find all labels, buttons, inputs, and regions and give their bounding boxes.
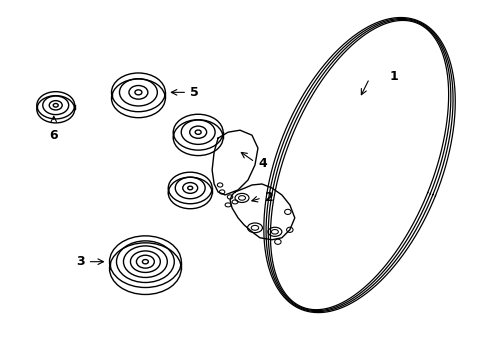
Text: 4: 4 bbox=[258, 157, 266, 170]
Text: 6: 6 bbox=[49, 129, 58, 142]
Text: 1: 1 bbox=[388, 70, 397, 83]
Text: 2: 2 bbox=[264, 192, 273, 204]
Text: 5: 5 bbox=[190, 86, 199, 99]
Text: 3: 3 bbox=[76, 255, 84, 268]
